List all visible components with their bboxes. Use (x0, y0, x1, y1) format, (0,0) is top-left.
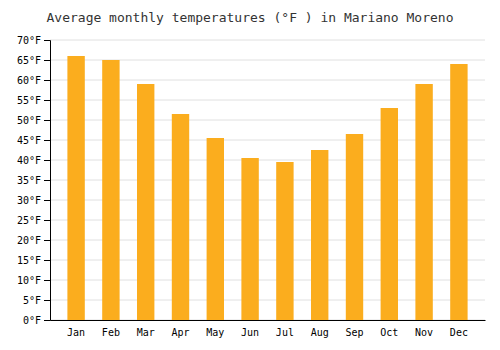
y-tick-label: 25°F (17, 215, 41, 226)
x-tick: Sep (345, 327, 363, 338)
bar (311, 150, 328, 320)
x-tick-label: Oct (380, 327, 398, 338)
y-tick-mark (44, 300, 50, 301)
bar (102, 60, 119, 320)
y-tick: 20°F (17, 235, 50, 246)
y-tick-label: 10°F (17, 275, 41, 286)
bar (67, 56, 84, 320)
y-tick-label: 50°F (17, 115, 41, 126)
y-tick-mark (44, 140, 50, 141)
bar (415, 84, 432, 320)
y-tick: 60°F (17, 75, 50, 86)
x-tick: Aug (311, 327, 329, 338)
y-tick: 70°F (17, 35, 50, 46)
x-tick-label: Sep (345, 327, 363, 338)
y-tick: 0°F (23, 315, 50, 326)
x-tick: Nov (415, 327, 433, 338)
y-tick-mark (44, 100, 50, 101)
bar (207, 138, 224, 320)
bars (67, 56, 467, 320)
x-tick-label: Nov (415, 327, 433, 338)
bar (172, 114, 189, 320)
y-tick-mark (44, 80, 50, 81)
chart-svg: Average monthly temperatures (°F ) in Ma… (0, 0, 500, 350)
y-tick: 5°F (23, 295, 50, 306)
y-axis: 0°F 5°F 10°F 15°F 20°F 25°F 30°F 35°F 40°F 45°F 50… (17, 35, 51, 326)
y-tick-label: 35°F (17, 175, 41, 186)
x-tick: Jul (276, 327, 294, 338)
y-tick-mark (44, 320, 50, 321)
y-tick: 50°F (17, 115, 50, 126)
x-tick: Oct (380, 327, 398, 338)
y-tick-label: 45°F (17, 135, 41, 146)
bar (276, 162, 293, 320)
x-tick: Dec (450, 327, 468, 338)
grid-line (50, 40, 485, 41)
x-tick: May (206, 327, 224, 338)
y-tick-label: 15°F (17, 255, 41, 266)
y-tick-label: 55°F (17, 95, 41, 106)
y-tick: 65°F (17, 55, 50, 66)
x-tick: Feb (102, 327, 120, 338)
x-tick-label: Aug (311, 327, 329, 338)
x-tick-label: Dec (450, 327, 468, 338)
y-tick-label: 65°F (17, 55, 41, 66)
x-tick: Jun (241, 327, 259, 338)
y-tick-mark (44, 240, 50, 241)
x-tick-label: Feb (102, 327, 120, 338)
y-tick-mark (44, 60, 50, 61)
y-tick-label: 5°F (23, 295, 41, 306)
y-tick: 35°F (17, 175, 50, 186)
x-tick-label: May (206, 327, 224, 338)
chart-title: Average monthly temperatures (°F ) in Ma… (47, 10, 454, 25)
y-tick-mark (44, 260, 50, 261)
grid (50, 40, 485, 320)
y-tick-mark (44, 120, 50, 121)
chart-container: Average monthly temperatures (°F ) in Ma… (0, 0, 500, 350)
x-tick-label: Jun (241, 327, 259, 338)
x-axis-line (51, 320, 486, 321)
bar (137, 84, 154, 320)
y-tick-label: 0°F (23, 315, 41, 326)
y-tick: 10°F (17, 275, 50, 286)
y-tick: 45°F (17, 135, 50, 146)
y-tick-mark (44, 200, 50, 201)
bar (381, 108, 398, 320)
y-tick-label: 40°F (17, 155, 41, 166)
plot-area: 0°F 5°F 10°F 15°F 20°F 25°F 30°F 35°F 40°F 45°F 50… (17, 35, 486, 338)
y-tick-label: 30°F (17, 195, 41, 206)
y-tick-mark (44, 220, 50, 221)
y-tick-mark (44, 280, 50, 281)
y-tick: 25°F (17, 215, 50, 226)
bar (241, 158, 258, 320)
x-tick-label: Jul (276, 327, 294, 338)
x-tick-label: Jan (67, 327, 85, 338)
y-tick: 40°F (17, 155, 50, 166)
x-tick: Apr (171, 327, 189, 338)
y-tick: 15°F (17, 255, 50, 266)
y-tick-mark (44, 40, 50, 41)
x-tick-label: Mar (137, 327, 155, 338)
y-tick-label: 70°F (17, 35, 41, 46)
y-tick: 30°F (17, 195, 50, 206)
x-tick: Jan (67, 327, 85, 338)
y-tick: 55°F (17, 95, 50, 106)
y-axis-line (44, 41, 51, 321)
bar (346, 134, 363, 320)
x-tick-label: Apr (171, 327, 189, 338)
y-tick-label: 20°F (17, 235, 41, 246)
y-tick-mark (44, 160, 50, 161)
x-tick: Mar (137, 327, 155, 338)
x-axis: Jan Feb Mar Apr May Jun Jul Aug Sep Oct Nov Dec (51, 321, 486, 339)
y-tick-label: 60°F (17, 75, 41, 86)
y-tick-mark (44, 180, 50, 181)
bar (450, 64, 467, 320)
